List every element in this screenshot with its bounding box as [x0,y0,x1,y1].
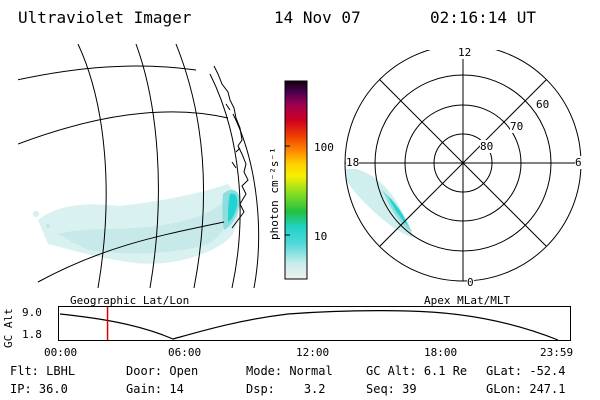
info-glon: GLon: 247.1 [486,382,565,396]
info-gain: Gain: 14 [126,382,184,396]
colorbar-unit-label: photon cm⁻²s⁻¹ [268,147,281,240]
polar-panel-caption: Apex MLat/MLT [424,294,511,307]
coastline-islands [225,103,241,169]
time-tick-0000: 00:00 [44,346,78,359]
mlat-label-70: 70 [510,120,524,133]
info-seq-value: 39 [402,382,417,396]
info-gcalt-value: 6.1 Re [423,364,468,378]
geo-emission [33,184,240,264]
alt-tick-high: 9.0 [22,306,42,319]
info-mode-key: Mode: [246,364,283,378]
time-tick-1800: 18:00 [424,346,458,359]
intensity-colorbar [284,80,308,280]
altitude-timeline [58,306,571,341]
time-tick-1200: 12:00 [296,346,330,359]
geo-graticule [18,44,260,288]
info-ip-key: IP: [10,382,32,396]
info-dsp-key: Dsp: [246,382,275,396]
info-glat-value: -52.4 [529,364,566,378]
time-tick-2359: 23:59 [540,346,574,359]
info-gcalt: GC Alt: 6.1 Re [366,364,467,378]
info-mode-value: Normal [289,364,333,378]
info-glon-value: 247.1 [529,382,566,396]
info-gain-key: Gain: [126,382,163,396]
polar-diagonal-2 [379,79,547,247]
info-door: Door: Open [126,364,198,378]
info-door-key: Door: [126,364,163,378]
colorbar-tick-100: 100 [314,141,334,154]
mlt-label-6: 6 [575,156,582,169]
mlt-label-12: 12 [458,46,472,59]
info-glat: GLat: -52.4 [486,364,565,378]
time-label: 02:16:14 UT [430,8,536,27]
colorbar-tick-10: 10 [314,230,328,243]
geographic-map [18,44,260,288]
mlt-label-18: 18 [346,156,360,169]
info-flt: Flt: LBHL [10,364,75,378]
alt-tick-low: 1.8 [22,328,42,341]
polar-dial [344,50,582,282]
info-gcalt-key: GC Alt: [366,364,417,378]
info-door-value: Open [169,364,199,378]
time-tick-0600: 06:00 [168,346,202,359]
info-ip: IP: 36.0 [10,382,68,396]
alt-axis-title: GC Alt [2,308,15,348]
info-ip-value: 36.0 [38,382,68,396]
info-dsp-value: 3.2 [303,382,326,396]
info-seq: Seq: 39 [366,382,417,396]
coastline [213,65,249,229]
mlat-label-80: 80 [480,140,494,153]
info-mode: Mode: Normal [246,364,333,378]
info-dsp: Dsp: 3.2 [246,382,326,396]
altitude-curve [59,310,559,341]
info-flt-key: Flt: [10,364,39,378]
info-glon-key: GLon: [486,382,523,396]
mlat-label-60: 60 [536,98,550,111]
info-gain-value: 14 [169,382,184,396]
info-seq-key: Seq: [366,382,395,396]
info-flt-value: LBHL [46,364,76,378]
info-glat-key: GLat: [486,364,523,378]
instrument-title: Ultraviolet Imager [18,8,192,27]
geo-panel-caption: Geographic Lat/Lon [70,294,190,307]
mlt-label-0: 0 [467,276,474,289]
date-label: 14 Nov 07 [274,8,361,27]
